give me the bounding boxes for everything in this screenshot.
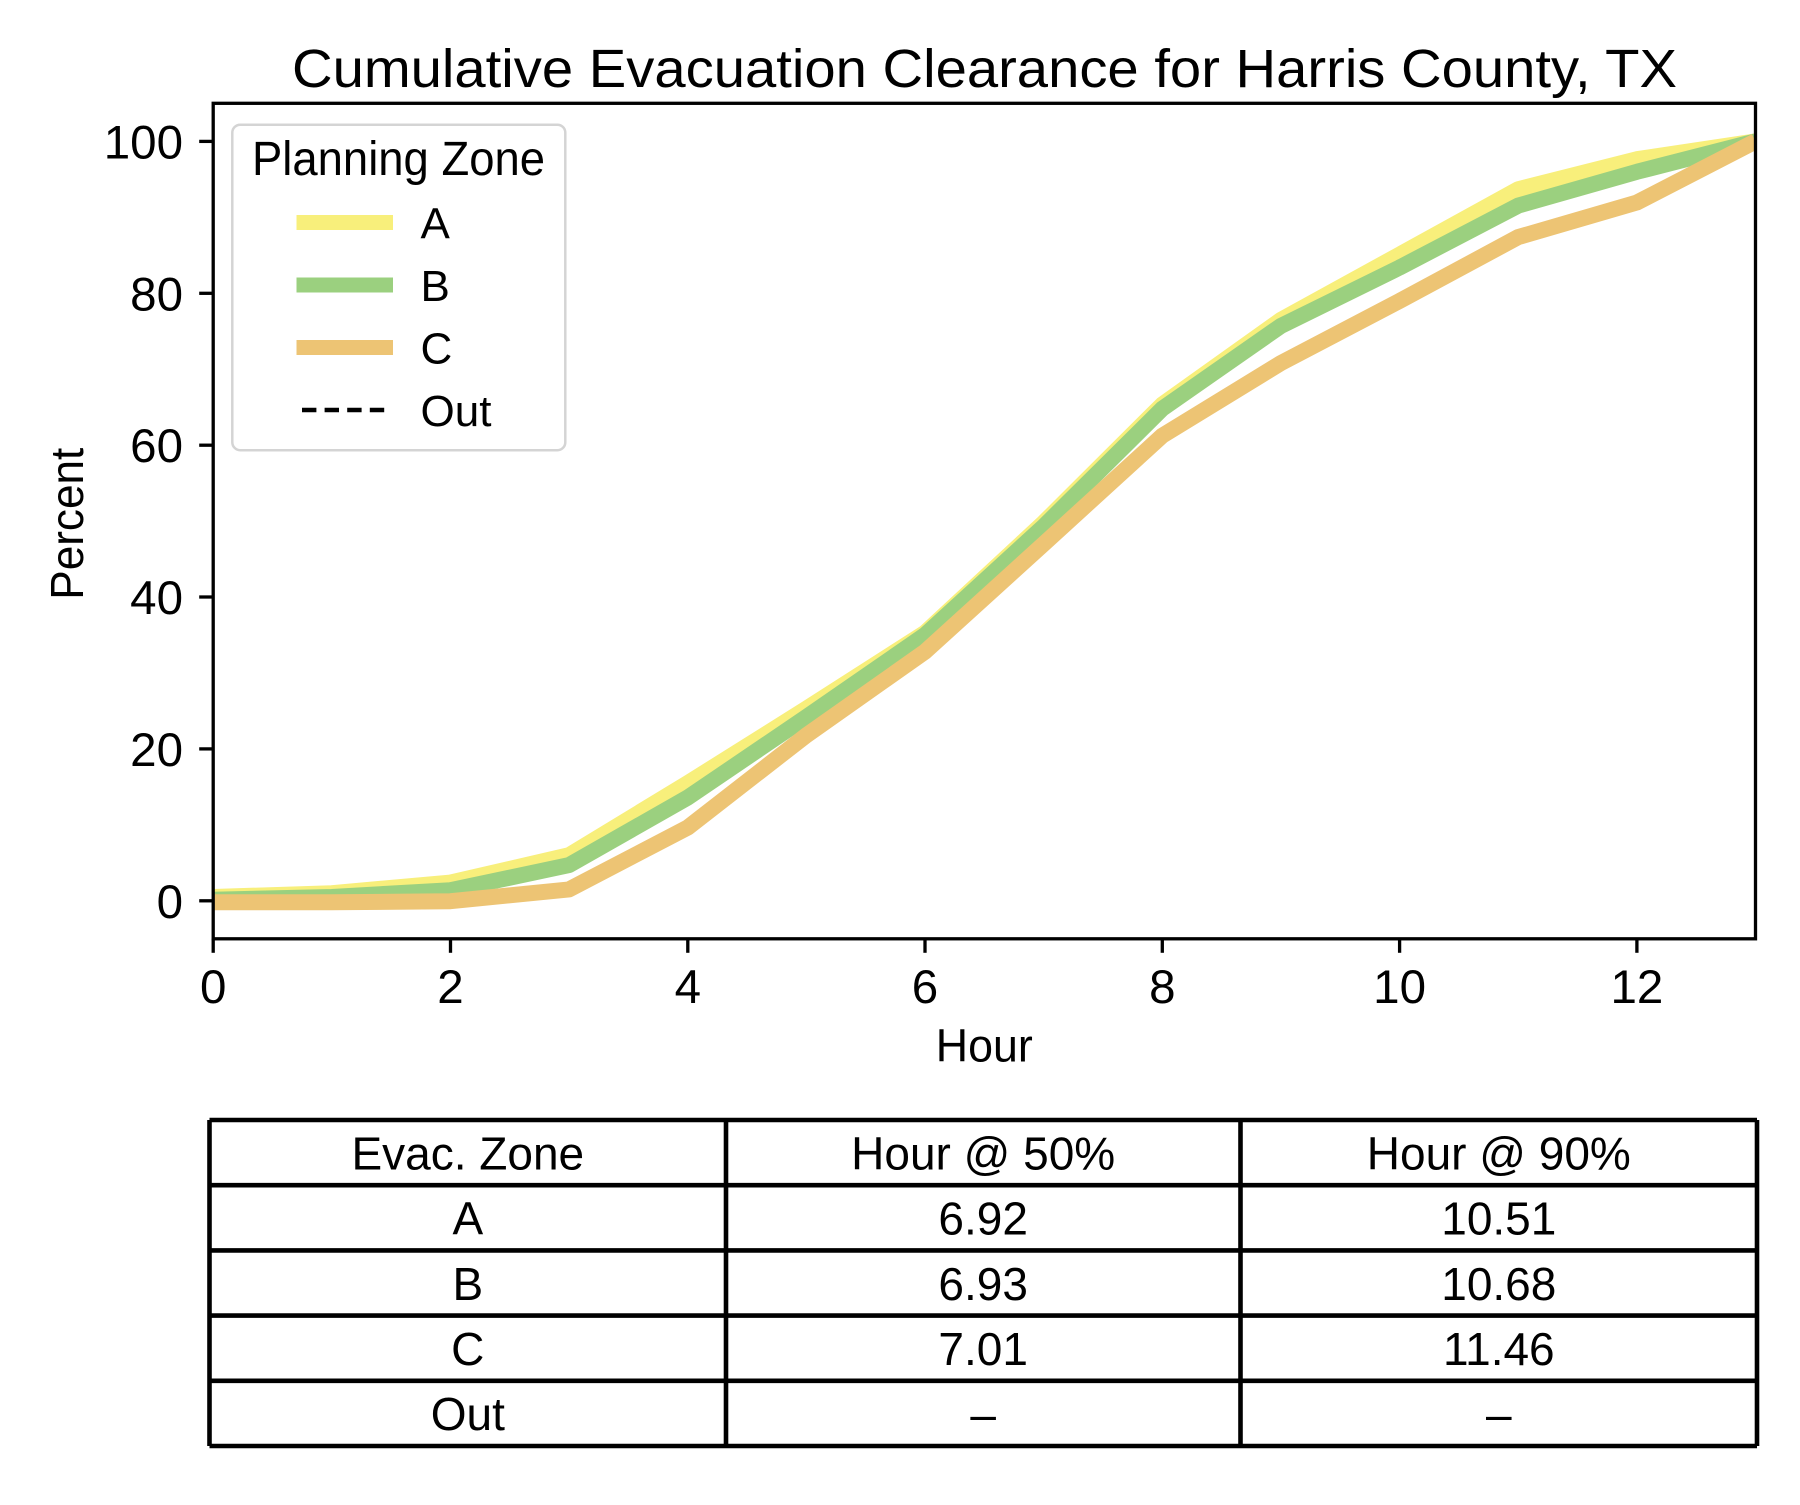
svg-text:C: C [421, 324, 453, 373]
svg-text:0: 0 [157, 876, 183, 929]
svg-text:Planning Zone: Planning Zone [252, 133, 545, 186]
svg-text:2: 2 [437, 961, 463, 1014]
svg-text:7.01: 7.01 [938, 1323, 1028, 1375]
svg-text:0: 0 [200, 961, 226, 1014]
svg-text:Percent: Percent [41, 447, 93, 599]
svg-text:10.68: 10.68 [1441, 1258, 1556, 1310]
svg-text:B: B [421, 262, 450, 311]
svg-text:–: – [1486, 1388, 1512, 1440]
svg-text:8: 8 [1149, 961, 1175, 1014]
svg-text:10.51: 10.51 [1441, 1193, 1556, 1245]
svg-text:Cumulative Evacuation Clearanc: Cumulative Evacuation Clearance for Harr… [292, 39, 1677, 99]
svg-text:12: 12 [1610, 961, 1663, 1014]
svg-text:6.92: 6.92 [938, 1193, 1028, 1245]
svg-text:11.46: 11.46 [1443, 1323, 1555, 1375]
svg-text:6.93: 6.93 [938, 1258, 1028, 1310]
svg-text:40: 40 [130, 572, 183, 625]
svg-text:A: A [421, 199, 451, 248]
svg-text:Hour @ 50%: Hour @ 50% [851, 1127, 1115, 1179]
svg-text:20: 20 [130, 724, 183, 777]
svg-text:60: 60 [130, 420, 183, 473]
svg-text:4: 4 [675, 961, 701, 1014]
svg-text:C: C [451, 1323, 484, 1375]
svg-text:10: 10 [1373, 961, 1426, 1014]
svg-text:80: 80 [130, 268, 183, 321]
svg-text:A: A [452, 1193, 483, 1245]
svg-text:B: B [452, 1258, 483, 1310]
svg-text:6: 6 [912, 961, 938, 1014]
svg-text:–: – [970, 1388, 996, 1440]
svg-text:Hour: Hour [936, 1020, 1033, 1072]
svg-text:Out: Out [421, 387, 492, 436]
svg-text:Evac. Zone: Evac. Zone [351, 1127, 584, 1179]
svg-text:Out: Out [431, 1388, 505, 1440]
svg-text:Hour @ 90%: Hour @ 90% [1367, 1127, 1631, 1179]
svg-text:100: 100 [104, 116, 183, 169]
